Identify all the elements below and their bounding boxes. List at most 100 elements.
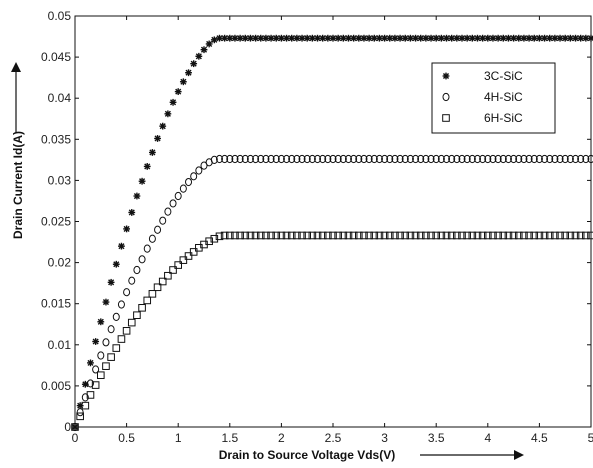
point-4h-sic: [123, 288, 131, 297]
point-3c-sic: [355, 34, 363, 42]
point-6h-sic: [81, 401, 90, 410]
point-6h-sic: [112, 344, 121, 352]
point-6h-sic: [329, 231, 337, 240]
point-4h-sic: [520, 154, 528, 164]
point-4h-sic: [143, 244, 151, 253]
point-6h-sic: [133, 311, 141, 320]
point-6h-sic: [122, 327, 131, 335]
series-6h-sic: [71, 231, 593, 431]
point-4h-sic: [566, 154, 574, 164]
point-4h-sic: [375, 154, 383, 164]
point-4h-sic: [92, 365, 100, 374]
point-6h-sic: [520, 231, 528, 240]
point-4h-sic: [541, 154, 549, 164]
y-tick-label: 0: [64, 420, 71, 434]
point-3c-sic: [123, 225, 130, 233]
point-4h-sic: [288, 154, 296, 164]
point-6h-sic: [355, 231, 363, 240]
y-tick-label: 0.005: [41, 379, 71, 393]
point-6h-sic: [251, 231, 260, 240]
x-tick-label: 3: [381, 431, 388, 445]
point-6h-sic: [380, 231, 389, 240]
point-4h-sic: [324, 154, 332, 164]
point-4h-sic: [190, 172, 198, 181]
point-4h-sic: [97, 351, 105, 360]
point-6h-sic: [437, 231, 446, 240]
point-6h-sic: [370, 231, 379, 240]
point-4h-sic: [535, 154, 543, 164]
point-4h-sic: [504, 154, 512, 164]
point-6h-sic: [91, 381, 100, 389]
point-4h-sic: [473, 154, 481, 164]
point-6h-sic: [478, 231, 487, 240]
point-3c-sic: [329, 34, 337, 42]
point-4h-sic: [370, 154, 378, 164]
point-4h-sic: [231, 154, 239, 164]
point-6h-sic: [473, 231, 482, 240]
point-6h-sic: [416, 231, 425, 240]
point-4h-sic: [308, 154, 316, 164]
point-6h-sic: [143, 296, 152, 305]
y-tick-label: 0.02: [48, 256, 72, 270]
point-4h-sic: [226, 154, 234, 164]
point-3c-sic: [133, 192, 141, 200]
point-6h-sic: [525, 231, 533, 240]
point-6h-sic: [453, 231, 461, 240]
point-4h-sic: [117, 300, 125, 309]
point-4h-sic: [350, 154, 358, 164]
point-6h-sic: [432, 231, 440, 240]
point-3c-sic: [345, 34, 352, 42]
point-3c-sic: [102, 298, 110, 306]
point-4h-sic: [148, 234, 156, 243]
point-6h-sic: [303, 231, 311, 240]
point-4h-sic: [339, 154, 347, 164]
point-3c-sic: [566, 34, 574, 42]
point-6h-sic: [220, 231, 229, 240]
y-tick-label: 0.01: [48, 338, 72, 352]
x-tick-label: 2: [278, 431, 285, 445]
point-3c-sic: [118, 242, 125, 250]
y-tick-label: 0.015: [41, 297, 71, 311]
point-6h-sic: [545, 231, 554, 240]
point-4h-sic: [572, 154, 580, 164]
point-3c-sic: [174, 88, 182, 96]
point-4h-sic: [257, 154, 265, 164]
point-4h-sic: [515, 154, 523, 164]
point-4h-sic: [386, 154, 394, 164]
point-4h-sic: [252, 154, 260, 164]
point-6h-sic: [349, 231, 358, 240]
point-3c-sic: [210, 36, 218, 44]
point-6h-sic: [447, 231, 456, 240]
point-3c-sic: [138, 177, 146, 185]
point-4h-sic: [303, 154, 311, 164]
x-tick-label: 3.5: [428, 431, 445, 445]
point-6h-sic: [334, 231, 342, 240]
point-6h-sic: [489, 231, 497, 240]
y-tick-label: 0.04: [48, 91, 72, 105]
x-axis-arrow: [420, 450, 524, 460]
point-4h-sic: [154, 225, 162, 234]
point-6h-sic: [385, 231, 394, 240]
y-tick-label: 0.035: [41, 132, 71, 146]
legend-marker-3c-sic: [442, 72, 450, 80]
point-4h-sic: [128, 276, 136, 285]
point-6h-sic: [458, 231, 466, 240]
point-6h-sic: [138, 304, 146, 312]
point-6h-sic: [272, 231, 281, 240]
legend-box: [431, 62, 556, 134]
point-6h-sic: [76, 412, 84, 421]
x-tick-label: 4: [484, 431, 491, 445]
point-4h-sic: [484, 154, 492, 164]
point-6h-sic: [184, 252, 193, 260]
point-4h-sic: [422, 154, 430, 164]
point-3c-sic: [314, 34, 321, 42]
point-3c-sic: [556, 34, 564, 42]
point-4h-sic: [468, 154, 476, 164]
point-4h-sic: [479, 154, 487, 164]
point-4h-sic: [530, 154, 538, 164]
point-6h-sic: [107, 353, 115, 361]
point-4h-sic: [551, 154, 559, 164]
point-4h-sic: [293, 154, 301, 164]
point-6h-sic: [566, 231, 575, 240]
